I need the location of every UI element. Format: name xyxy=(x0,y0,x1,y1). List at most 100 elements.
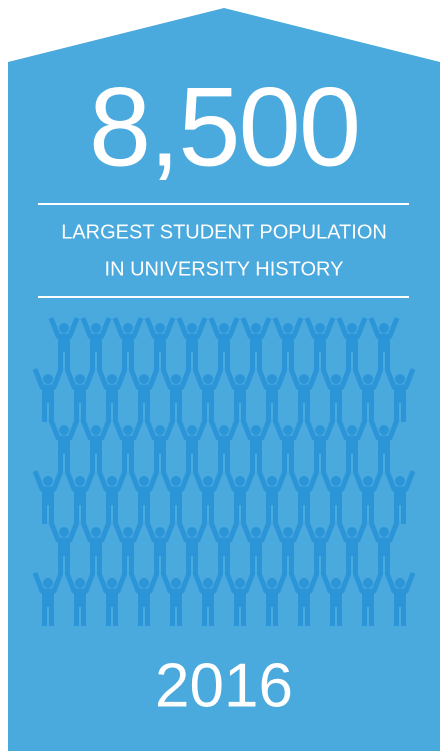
person-leg xyxy=(129,351,134,371)
person-body xyxy=(298,589,310,607)
person-leg xyxy=(282,351,287,371)
person-body xyxy=(138,385,150,403)
person-leg xyxy=(305,402,310,422)
person-head xyxy=(203,476,213,486)
person-body xyxy=(74,385,86,403)
person-head xyxy=(59,323,69,333)
person-leg xyxy=(321,555,326,575)
person-head xyxy=(75,476,85,486)
person-icon xyxy=(176,521,208,575)
person-icon xyxy=(48,419,80,473)
person-head xyxy=(347,527,357,537)
person-leg xyxy=(193,555,198,575)
person-body xyxy=(154,334,166,352)
person-body xyxy=(90,538,102,556)
person-leg xyxy=(234,606,239,626)
person-icon xyxy=(320,368,352,422)
person-body xyxy=(250,538,262,556)
person-leg xyxy=(289,351,294,371)
person-leg xyxy=(385,555,390,575)
person-leg xyxy=(330,606,335,626)
person-head xyxy=(155,527,165,537)
person-head xyxy=(75,578,85,588)
person-leg xyxy=(314,351,319,371)
person-body xyxy=(378,334,390,352)
person-body xyxy=(58,436,70,454)
person-body xyxy=(42,487,54,505)
person-body xyxy=(90,334,102,352)
person-head xyxy=(315,527,325,537)
person-icon xyxy=(272,521,304,575)
person-leg xyxy=(129,453,134,473)
person-head xyxy=(155,425,165,435)
person-leg xyxy=(353,453,358,473)
person-leg xyxy=(177,606,182,626)
person-body xyxy=(330,487,342,505)
person-leg xyxy=(305,504,310,524)
person-head xyxy=(283,323,293,333)
person-head xyxy=(139,476,149,486)
person-body xyxy=(74,487,86,505)
person-leg xyxy=(202,504,207,524)
person-body xyxy=(122,538,134,556)
person-icon xyxy=(144,521,176,575)
person-leg xyxy=(42,504,47,524)
person-body xyxy=(394,589,406,607)
person-icon xyxy=(32,368,64,422)
person-leg xyxy=(113,606,118,626)
person-leg xyxy=(385,453,390,473)
person-body xyxy=(266,385,278,403)
person-body xyxy=(154,436,166,454)
person-body xyxy=(106,487,118,505)
person-icon xyxy=(384,572,416,626)
person-leg xyxy=(209,504,214,524)
person-leg xyxy=(346,453,351,473)
person-leg xyxy=(49,402,54,422)
person-head xyxy=(91,425,101,435)
person-head xyxy=(171,476,181,486)
person-icon xyxy=(352,572,384,626)
person-head xyxy=(75,374,85,384)
person-leg xyxy=(394,402,399,422)
person-head xyxy=(363,374,373,384)
person-leg xyxy=(385,351,390,371)
headline: 8,500 xyxy=(89,65,359,190)
person-head xyxy=(107,578,117,588)
person-head xyxy=(331,578,341,588)
person-icon xyxy=(48,317,80,371)
person-leg xyxy=(330,504,335,524)
person-leg xyxy=(138,606,143,626)
person-icon xyxy=(112,521,144,575)
person-leg xyxy=(161,453,166,473)
person-leg xyxy=(74,606,79,626)
person-leg xyxy=(378,555,383,575)
person-leg xyxy=(65,453,70,473)
person-leg xyxy=(337,606,342,626)
person-icon xyxy=(208,419,240,473)
person-icon xyxy=(320,470,352,524)
person-head xyxy=(203,578,213,588)
person-head xyxy=(251,425,261,435)
person-head xyxy=(139,578,149,588)
person-head xyxy=(235,578,245,588)
person-leg xyxy=(362,402,367,422)
person-head xyxy=(139,374,149,384)
person-icon xyxy=(288,572,320,626)
person-body xyxy=(314,538,326,556)
person-leg xyxy=(202,606,207,626)
person-leg xyxy=(337,504,342,524)
person-icon xyxy=(384,470,416,524)
person-leg xyxy=(122,453,127,473)
person-body xyxy=(282,334,294,352)
person-leg xyxy=(186,351,191,371)
person-head xyxy=(59,527,69,537)
person-icon xyxy=(80,521,112,575)
person-body xyxy=(282,538,294,556)
person-head xyxy=(155,323,165,333)
person-body xyxy=(394,487,406,505)
person-leg xyxy=(273,606,278,626)
person-head xyxy=(267,476,277,486)
person-body xyxy=(362,385,374,403)
person-head xyxy=(395,476,405,486)
person-icon xyxy=(224,572,256,626)
